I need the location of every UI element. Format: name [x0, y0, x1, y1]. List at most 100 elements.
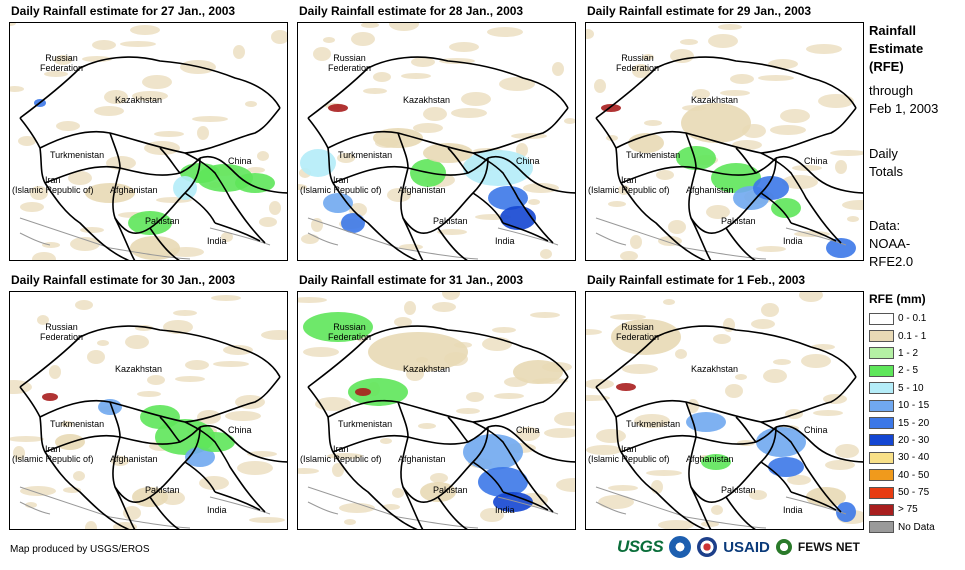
title-line: (RFE): [869, 59, 904, 74]
rain-area-light: [528, 199, 540, 205]
country-border: [199, 424, 287, 463]
country-border: [184, 421, 266, 513]
rain-area-light: [401, 73, 431, 79]
rain-area-light: [68, 171, 92, 185]
sidebar-data-source: Data: NOAA- RFE2.0: [869, 217, 913, 271]
rain-area-light: [271, 30, 287, 44]
rain-area: [768, 457, 804, 477]
legend-swatch: [869, 469, 894, 482]
legend-swatch: [869, 451, 894, 464]
rain-area-light: [173, 310, 197, 316]
rain-area-light: [387, 188, 411, 202]
country-border: [39, 376, 281, 423]
rain-area-light: [54, 55, 72, 65]
country-border: [214, 222, 261, 242]
river-line: [307, 486, 479, 529]
rain-area-light: [642, 54, 654, 60]
country-border: [620, 157, 777, 184]
panel-title: Daily Rainfall estimate for 1 Feb., 2003: [587, 273, 806, 287]
legend-item: 5 - 10: [869, 380, 965, 397]
rain-area-light: [564, 118, 575, 124]
country-label-pakistan: Pakistan: [145, 216, 180, 226]
country-border: [114, 192, 216, 260]
rain-area-light: [713, 334, 731, 344]
rain-area: [500, 206, 536, 230]
rain-area-light: [247, 167, 265, 173]
sidebar-through: through Feb 1, 2003: [869, 82, 938, 118]
rain-area: [300, 149, 336, 177]
rain-area-light: [540, 249, 552, 259]
rain-area: [128, 211, 172, 235]
country-border: [502, 222, 549, 242]
sidebar-totals: Daily Totals: [869, 145, 903, 181]
rain-area-light: [773, 359, 791, 365]
map-panel-jan27: Daily Rainfall estimate for 27 Jan., 200…: [9, 4, 288, 261]
country-border: [159, 416, 181, 443]
rain-area-light: [437, 229, 467, 235]
river-line: [595, 232, 627, 246]
rain-area-light: [42, 242, 60, 248]
country-border: [184, 152, 266, 244]
legend-label: 0 - 0.1: [898, 313, 927, 325]
country-border: [114, 461, 216, 529]
rain-area-light: [735, 374, 747, 380]
country-border: [402, 461, 504, 529]
rain-area-light: [634, 414, 670, 428]
rain-area-light: [245, 101, 257, 107]
country-border: [685, 401, 697, 438]
rain-area-light: [494, 393, 524, 399]
legend-swatch: [869, 364, 894, 377]
country-label-russia: Russian Federation: [40, 322, 84, 342]
country-label-turkmenistan: Turkmenistan: [50, 150, 105, 160]
rain-area-light: [223, 345, 253, 355]
rain-area-light: [142, 75, 172, 89]
rain-area-light: [32, 252, 56, 260]
map-svg: [298, 292, 575, 529]
rain-area-light: [257, 151, 269, 161]
rain-area-light: [670, 49, 694, 63]
rain-area: [513, 360, 563, 384]
rain-area-light: [516, 143, 528, 157]
rain-area-light: [361, 23, 379, 28]
rain-area-light: [630, 235, 642, 249]
totals-line: Daily: [869, 146, 898, 161]
rain-area-light: [211, 295, 241, 301]
rain-area: [303, 312, 373, 342]
rain-area-light: [646, 470, 682, 476]
rain-area-light: [120, 41, 156, 47]
country-label-india: India: [783, 505, 803, 515]
data-line: RFE2.0: [869, 254, 914, 269]
rain-area: [493, 492, 533, 512]
rain-area-light: [249, 517, 285, 523]
rain-area-light: [269, 201, 281, 215]
legend-item: No Data: [869, 519, 965, 536]
rain-area-light: [596, 429, 626, 443]
rain-area-light: [586, 445, 622, 455]
country-border: [109, 132, 121, 169]
country-border: [775, 424, 863, 463]
rain-area-light: [25, 502, 37, 508]
rain-area-light: [432, 302, 456, 312]
rain-area-light: [75, 300, 93, 310]
country-border: [790, 491, 837, 511]
rain-area-light: [413, 123, 443, 133]
data-line: NOAA-: [869, 236, 911, 251]
rain-area-light: [339, 503, 375, 513]
through-line: through: [869, 83, 914, 98]
legend-swatch: [869, 399, 894, 412]
rain-area: [373, 128, 423, 148]
country-border: [19, 325, 281, 388]
river-line: [307, 232, 339, 246]
rain-area: [323, 193, 353, 213]
panel-title: Daily Rainfall estimate for 28 Jan., 200…: [299, 4, 524, 18]
rain-area-light: [125, 335, 149, 349]
country-label-iran: Iran (Islamic Republic of): [588, 175, 670, 195]
rain-area-light: [73, 471, 85, 481]
legend-label: 40 - 50: [898, 469, 930, 481]
rain-area-light: [82, 56, 112, 62]
river-line: [595, 486, 767, 529]
rain-area-light: [632, 64, 650, 78]
rain-area-light: [85, 521, 97, 529]
country-border: [44, 451, 130, 529]
legend-item: 15 - 20: [869, 414, 965, 431]
